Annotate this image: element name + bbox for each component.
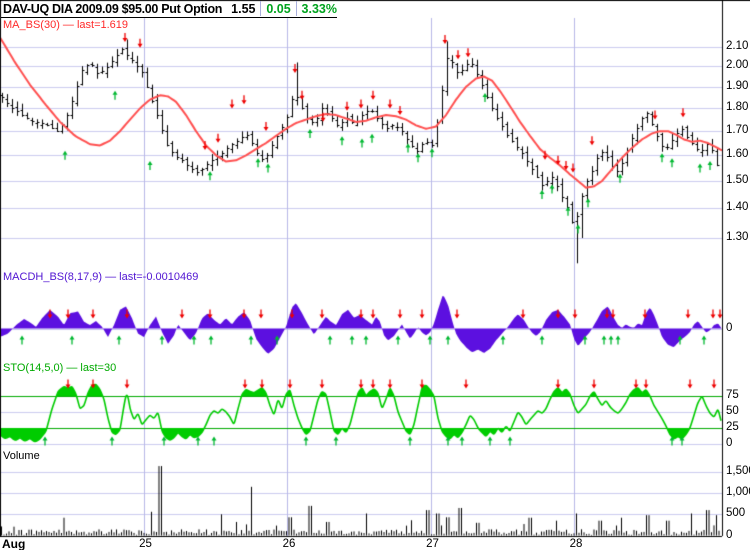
axis-tick-label: 1.70: [726, 124, 749, 137]
ma-indicator-label: MA_BS(30) — last=1.619: [3, 19, 129, 31]
title-bar: DAV-UQ DIA 2009.09 $95.00 Put Option 1.5…: [1, 0, 337, 18]
title-change: 0.05: [266, 1, 291, 16]
axis-tick-label: 0: [726, 321, 733, 334]
title-change-percent: 3.33%: [301, 1, 337, 16]
axis-tick-label: 500: [726, 507, 746, 520]
axis-tick-label: 1.60: [726, 148, 749, 161]
axis-tick-label: 75: [726, 389, 739, 401]
date-label: 28: [569, 538, 583, 550]
axis-tick-label: 2.10: [726, 39, 749, 52]
axis-tick-label: 1.50: [726, 174, 749, 186]
date-label: 26: [282, 538, 296, 550]
axis-tick-label: 25: [726, 421, 739, 433]
axis-tick-label: 1,000: [726, 486, 750, 499]
macd-indicator-label: MACDH_BS(8,17,9) — last=-0.0010469: [3, 271, 199, 283]
volume-label: Volume: [3, 450, 40, 462]
axis-tick-label: 1,500: [726, 465, 750, 477]
date-label: 25: [139, 538, 152, 550]
title-last-price: 1.55: [231, 1, 256, 16]
title-separator: [260, 1, 262, 16]
title-separator: [295, 1, 297, 16]
axis-tick-label: 0: [726, 437, 733, 449]
axis-tick-label: 1.30: [726, 231, 749, 243]
axis-tick-label: 50: [726, 405, 739, 417]
axis-tick-label: 1.80: [726, 101, 749, 114]
sto-indicator-label: STO(14,5,0) — last=30: [3, 362, 117, 374]
axis-tick-label: 1.90: [726, 79, 749, 92]
title-symbol: DAV-UQ DIA 2009.09 $95.00 Put Option: [3, 1, 223, 16]
month-label: Aug: [2, 537, 26, 550]
axis-tick-label: 2.00: [726, 59, 749, 72]
axis-tick-label: 1.40: [726, 201, 749, 214]
date-label: 27: [426, 538, 439, 550]
axis-tick-label: 0: [726, 528, 733, 541]
